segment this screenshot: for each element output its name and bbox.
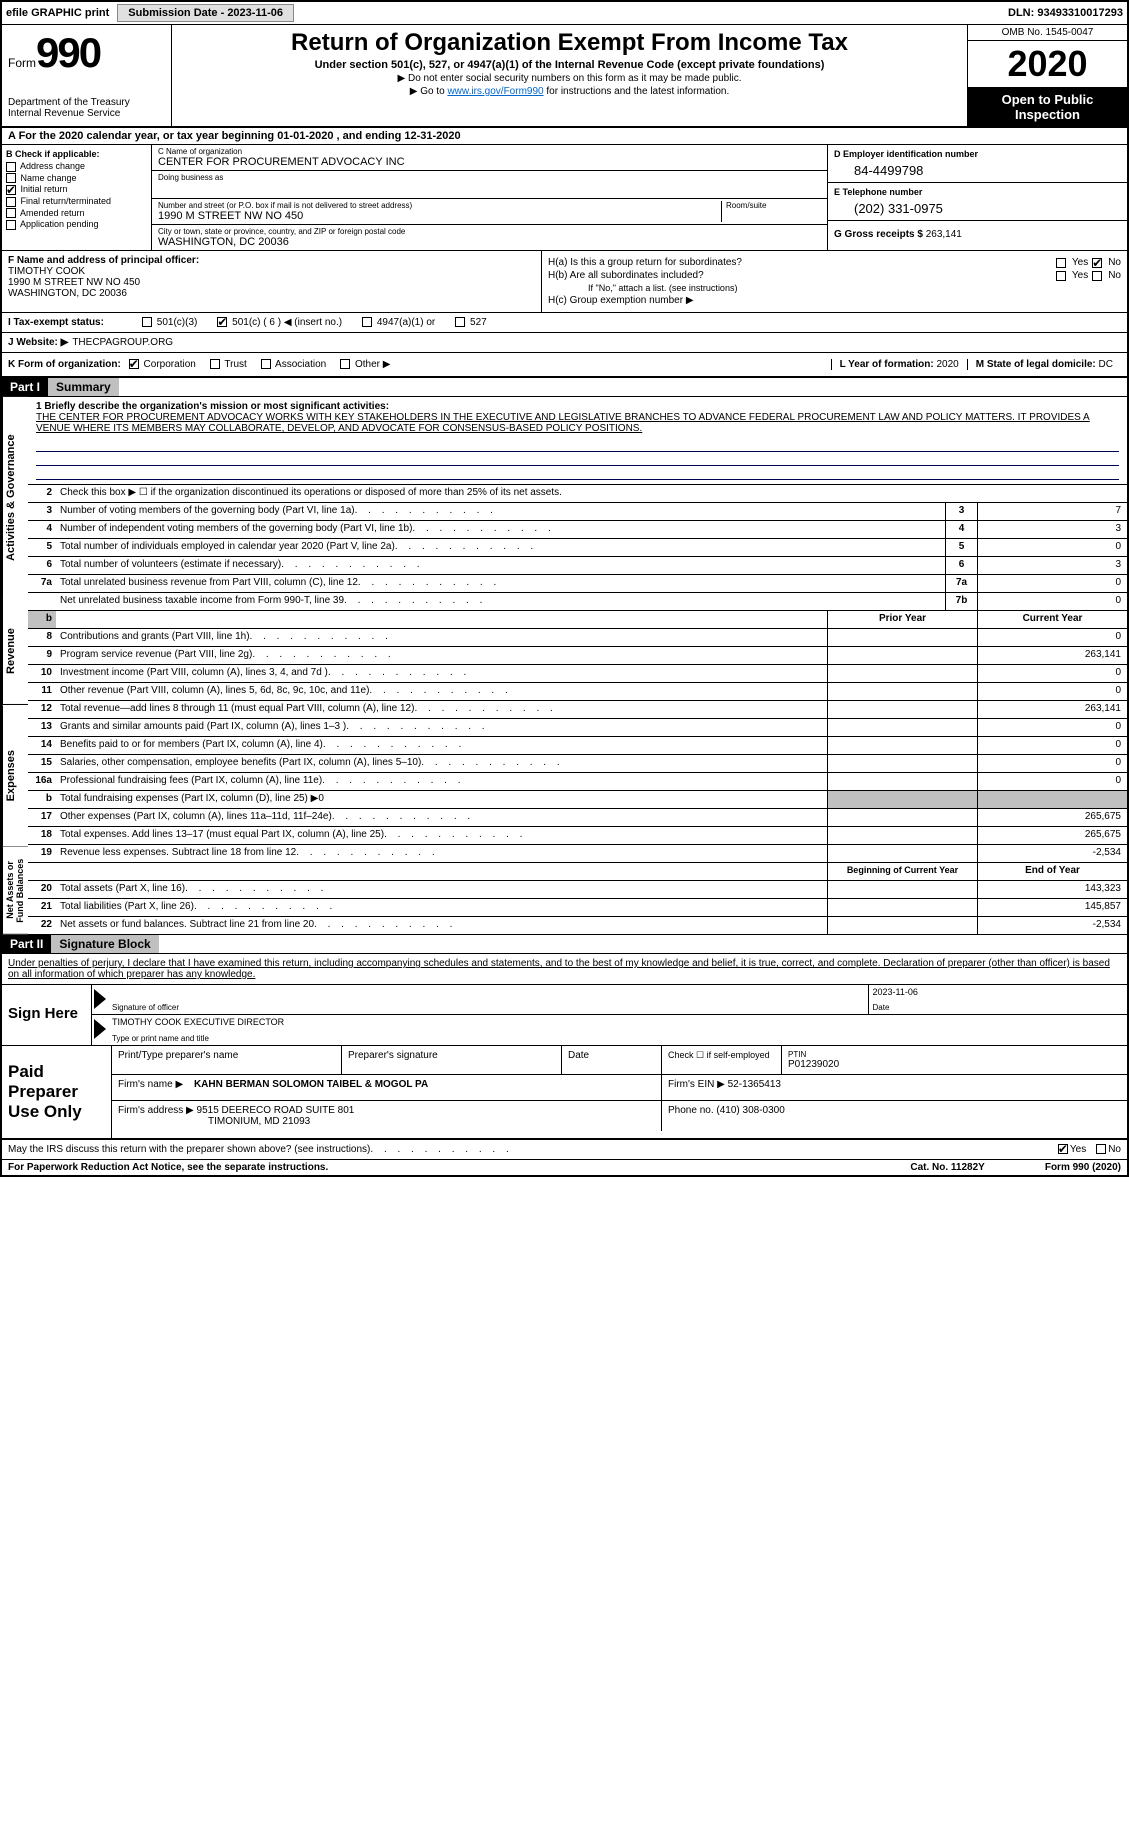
tax-opt-0[interactable] [142,317,152,327]
org-city: WASHINGTON, DC 20036 [158,236,821,248]
firm-name: KAHN BERMAN SOLOMON TAIBEL & MOGOL PA [194,1079,428,1090]
checkb-2[interactable] [6,185,16,195]
summary-body: Activities & Governance Revenue Expenses… [2,397,1127,935]
hb-no-checkbox[interactable] [1092,271,1102,281]
f-block: F Name and address of principal officer:… [2,251,542,312]
irs-link[interactable]: www.irs.gov/Form990 [447,86,543,97]
officer-name: TIMOTHY COOK [8,266,535,277]
org-info: C Name of organization CENTER FOR PROCUR… [152,145,827,250]
omb-number: OMB No. 1545-0047 [968,25,1127,41]
note-ssn: ▶ Do not enter social security numbers o… [180,73,959,84]
officer-addr2: WASHINGTON, DC 20036 [8,288,535,299]
footer: For Paperwork Reduction Act Notice, see … [2,1159,1127,1175]
submission-date-button[interactable]: Submission Date - 2023-11-06 [117,4,294,22]
h-block: H(a) Is this a group return for subordin… [542,251,1127,312]
k-opt-0[interactable] [129,359,139,369]
dln-label: DLN: 93493310017293 [1008,7,1123,19]
tax-status-row: I Tax-exempt status: 501(c)(3) 501(c) ( … [2,313,1127,333]
officer-typed-name: TIMOTHY COOK EXECUTIVE DIRECTOR [112,1017,1123,1027]
org-address: 1990 M STREET NW NO 450 [158,210,721,222]
mission-text: THE CENTER FOR PROCUREMENT ADVOCACY WORK… [36,412,1119,434]
officer-addr1: 1990 M STREET NW NO 450 [8,277,535,288]
gross-receipts: 263,141 [926,229,962,240]
check-if-applicable: B Check if applicable: Address change Na… [2,145,152,250]
top-bar: efile GRAPHIC print Submission Date - 20… [2,2,1127,25]
dept-label: Department of the Treasury [8,97,165,108]
mission-box: 1 Briefly describe the organization's mi… [28,397,1127,485]
part2-header: Part II Signature Block [2,935,1127,954]
discuss-no-checkbox[interactable] [1096,1144,1106,1154]
part1-header: Part I Summary [2,378,1127,397]
checkb-0[interactable] [6,162,16,172]
arrow-icon [94,1019,106,1039]
firm-phone: (410) 308-0300 [716,1105,784,1116]
discuss-yes-checkbox[interactable] [1058,1144,1068,1154]
k-opt-2[interactable] [261,359,271,369]
website-value: THECPAGROUP.ORG [72,337,173,348]
sig-date: 2023-11-06 [873,987,1124,997]
c-label: C Name of organization [158,147,821,156]
sign-here-table: Sign Here Signature of officer 2023-11-0… [2,984,1127,1046]
right-column: D Employer identification number 84-4499… [827,145,1127,250]
paid-preparer-table: Paid Preparer Use Only Print/Type prepar… [2,1046,1127,1140]
ha-no-checkbox[interactable] [1092,258,1102,268]
city-label: City or town, state or province, country… [158,227,821,236]
form-subtitle: Under section 501(c), 527, or 4947(a)(1)… [180,59,959,71]
hb-yes-checkbox[interactable] [1056,271,1066,281]
form-word: Form [8,56,36,70]
g-label: G Gross receipts $ [834,229,923,240]
open-to-public: Open to Public Inspection [968,88,1127,126]
ha-yes-checkbox[interactable] [1056,258,1066,268]
firm-addr2: TIMONIUM, MD 21093 [118,1116,655,1127]
phone-value: (202) 331-0975 [834,197,1121,216]
efile-label: efile GRAPHIC print [6,7,109,19]
header-center: Return of Organization Exempt From Incom… [172,25,967,126]
vlabel-expenses: Expenses [2,705,28,847]
arrow-icon [94,989,106,1009]
form-title: Return of Organization Exempt From Incom… [180,29,959,57]
tax-year: 2020 [968,41,1127,88]
k-row: K Form of organization: Corporation Trus… [2,353,1127,378]
website-row: J Website: ▶ THECPAGROUP.ORG [2,333,1127,353]
section-f-h: F Name and address of principal officer:… [2,251,1127,313]
vlabel-governance: Activities & Governance [2,397,28,599]
form-number: 990 [36,29,100,77]
checkb-3[interactable] [6,197,16,207]
irs-label: Internal Revenue Service [8,108,165,119]
d-label: D Employer identification number [834,149,1121,159]
sign-here-label: Sign Here [2,985,92,1045]
e-label: E Telephone number [834,187,1121,197]
vlabel-netassets: Net Assets or Fund Balances [2,847,28,935]
header-right: OMB No. 1545-0047 2020 Open to Public In… [967,25,1127,126]
checkb-4[interactable] [6,208,16,218]
vlabel-revenue: Revenue [2,599,28,705]
note-link: ▶ Go to www.irs.gov/Form990 for instruct… [180,86,959,97]
ptin: P01239020 [788,1059,1121,1070]
tax-opt-1[interactable] [217,317,227,327]
firm-ein: 52-1365413 [728,1079,781,1090]
section-b: B Check if applicable: Address change Na… [2,144,1127,251]
k-opt-3[interactable] [340,359,350,369]
checkb-1[interactable] [6,173,16,183]
checkb-5[interactable] [6,220,16,230]
tax-opt-2[interactable] [362,317,372,327]
paid-preparer-label: Paid Preparer Use Only [2,1046,112,1138]
header-left: Form 990 Department of the Treasury Inte… [2,25,172,126]
discuss-row: May the IRS discuss this return with the… [2,1140,1127,1159]
tax-opt-3[interactable] [455,317,465,327]
header: Form 990 Department of the Treasury Inte… [2,25,1127,128]
k-opt-1[interactable] [210,359,220,369]
period-row: A For the 2020 calendar year, or tax yea… [2,128,1127,144]
dba-label: Doing business as [158,173,821,182]
form-container: efile GRAPHIC print Submission Date - 20… [0,0,1129,1177]
declaration: Under penalties of perjury, I declare th… [2,954,1127,984]
ein-value: 84-4499798 [834,159,1121,178]
addr-label: Number and street (or P.O. box if mail i… [158,201,721,210]
firm-addr1: 9515 DEERECO ROAD SUITE 801 [197,1105,355,1116]
room-label: Room/suite [726,201,821,210]
org-name: CENTER FOR PROCUREMENT ADVOCACY INC [158,156,821,168]
